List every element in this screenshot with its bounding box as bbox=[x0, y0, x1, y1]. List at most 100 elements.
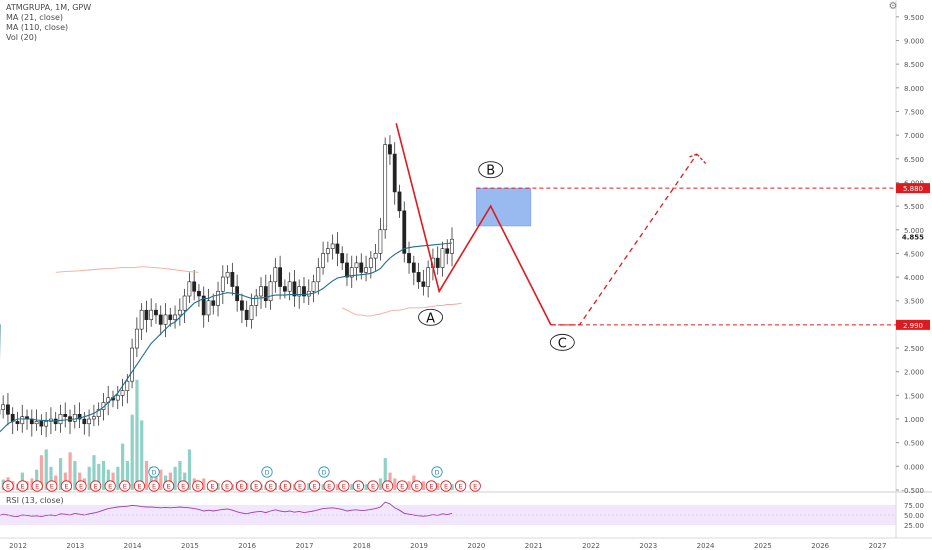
volume-bar bbox=[130, 414, 134, 490]
dividend-badge bbox=[261, 466, 273, 478]
projection-line bbox=[550, 153, 698, 326]
candle-body bbox=[354, 262, 359, 268]
volume-bar bbox=[97, 463, 101, 490]
price-tick-label: 3.500 bbox=[904, 298, 924, 306]
candle-body bbox=[163, 314, 168, 325]
wave-label-text: A bbox=[426, 311, 435, 326]
candle-body bbox=[321, 253, 325, 268]
earnings-badge-label: E bbox=[21, 483, 25, 491]
dividend-badge-label: D bbox=[264, 469, 269, 477]
volume-bar bbox=[383, 458, 387, 490]
price-tick-label: 2.000 bbox=[904, 369, 924, 377]
candle-body bbox=[225, 272, 230, 278]
candle-body bbox=[330, 243, 335, 249]
earnings-badge bbox=[323, 480, 335, 492]
earnings-badge-label: E bbox=[400, 483, 404, 491]
price-tick-label: 4.000 bbox=[904, 274, 924, 282]
candle-body bbox=[39, 421, 44, 427]
wave-label-text: B bbox=[486, 164, 495, 179]
earnings-badge-label: E bbox=[210, 483, 214, 491]
candle-body bbox=[197, 290, 201, 297]
earnings-badge bbox=[206, 480, 218, 492]
earnings-badge bbox=[104, 480, 116, 492]
time-tick-label: 2015 bbox=[181, 542, 199, 550]
candle-body bbox=[1, 404, 6, 410]
candle-body bbox=[230, 272, 235, 287]
earnings-badge bbox=[381, 480, 394, 492]
candle-body bbox=[287, 281, 292, 292]
volume-bar bbox=[173, 466, 177, 490]
volume-bar bbox=[35, 469, 39, 490]
earnings-badge-label: E bbox=[429, 483, 433, 491]
candle-body bbox=[168, 314, 173, 320]
earnings-badge-label: E bbox=[240, 483, 244, 491]
volume-bar bbox=[101, 461, 106, 490]
rsi-tick-label: 75.00 bbox=[904, 502, 924, 510]
candle-body bbox=[158, 314, 163, 325]
candle-body bbox=[416, 272, 421, 283]
earnings-badge-label: E bbox=[283, 483, 287, 491]
candle-body bbox=[397, 191, 402, 212]
candle-body bbox=[383, 144, 388, 231]
earnings-badge bbox=[294, 480, 306, 492]
volume-bar bbox=[436, 483, 440, 490]
earnings-badge bbox=[46, 480, 58, 492]
volume-bar bbox=[307, 483, 311, 490]
earnings-badge bbox=[396, 480, 408, 492]
volume-bar bbox=[335, 484, 340, 490]
volume-bar bbox=[178, 461, 182, 490]
volume-bar bbox=[144, 461, 149, 490]
candle-body bbox=[388, 144, 392, 155]
rsi-tick-label: 50.00 bbox=[904, 512, 924, 520]
volume-bar bbox=[350, 484, 354, 490]
wave-label-a bbox=[418, 308, 444, 326]
candle-body bbox=[34, 421, 39, 425]
candle-body bbox=[173, 314, 177, 320]
volume-bar bbox=[450, 484, 454, 490]
earnings-badge bbox=[60, 480, 73, 492]
candle-body bbox=[58, 413, 63, 425]
time-tick-label: 2013 bbox=[66, 542, 84, 550]
candle-body bbox=[435, 257, 440, 268]
candle-body bbox=[278, 267, 283, 287]
price-tick-label: 5.500 bbox=[904, 203, 924, 211]
volume-bar bbox=[49, 466, 53, 490]
candle-body bbox=[125, 380, 130, 391]
candle-body bbox=[411, 262, 416, 273]
candle-body bbox=[373, 253, 378, 259]
candle-body bbox=[144, 309, 149, 320]
candle-body bbox=[72, 413, 77, 422]
rsi-line bbox=[0, 501, 453, 518]
candle-body bbox=[325, 248, 330, 254]
candle-body bbox=[392, 153, 397, 193]
wave-label-b bbox=[478, 161, 504, 179]
earnings-badge bbox=[90, 480, 102, 492]
candle-body bbox=[206, 300, 211, 316]
time-tick-label: 2027 bbox=[869, 542, 887, 550]
wave-label-text: C bbox=[558, 336, 567, 351]
candle-body bbox=[421, 281, 426, 287]
candle-body bbox=[302, 286, 306, 297]
earnings-badge-label: E bbox=[356, 483, 360, 491]
earnings-badge bbox=[75, 480, 87, 492]
price-tick-label: -0.500 bbox=[901, 487, 924, 495]
settings-gear-icon[interactable]: ⚙ bbox=[888, 1, 898, 12]
volume-bar bbox=[393, 478, 397, 490]
ma21-line bbox=[0, 242, 453, 433]
candle-body bbox=[87, 418, 92, 425]
earnings-badge-label: E bbox=[298, 483, 302, 491]
price-tag-label: 5.880 bbox=[903, 185, 923, 193]
earnings-badge-label: E bbox=[108, 483, 112, 491]
candle-body bbox=[259, 286, 263, 297]
candle-body bbox=[134, 328, 139, 349]
earnings-badge bbox=[469, 480, 481, 492]
earnings-badge bbox=[265, 480, 277, 492]
candle-body bbox=[340, 253, 345, 264]
candle-body bbox=[297, 286, 302, 297]
time-tick-label: 2021 bbox=[525, 542, 543, 550]
volume-bar bbox=[202, 478, 206, 490]
candle-body bbox=[6, 404, 10, 415]
earnings-badge-label: E bbox=[327, 483, 331, 491]
candle-body bbox=[345, 262, 349, 278]
